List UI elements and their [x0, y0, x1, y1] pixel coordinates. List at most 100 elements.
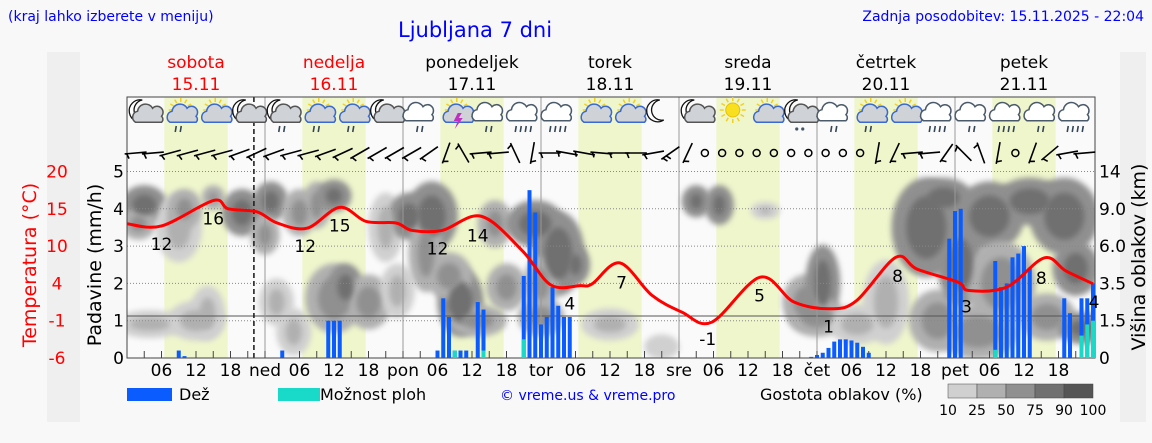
barb-staff — [509, 142, 521, 164]
wind-barb-icon — [441, 142, 451, 164]
moon-cloud-icon — [128, 99, 164, 124]
wind-barb-icon — [995, 142, 1002, 164]
left-panel — [47, 52, 80, 422]
barb-staff — [297, 149, 319, 157]
barb-feather — [488, 153, 493, 159]
sun-ray — [874, 99, 878, 104]
moon-icon — [646, 99, 665, 123]
x-tick-label: 12 — [875, 361, 897, 381]
x-tick-label: 18 — [634, 361, 656, 381]
rain-drop — [1071, 125, 1075, 133]
copyright-link[interactable]: © vreme.us & vreme.pro — [500, 388, 675, 404]
barb-feather — [230, 155, 235, 161]
precip-tick: 5 — [113, 163, 124, 183]
rain-bar — [1022, 246, 1026, 358]
x-tick-label: 12 — [461, 361, 483, 381]
rain-bar — [849, 340, 854, 358]
cloud-shape — [683, 103, 716, 124]
rain-bar — [999, 287, 1003, 358]
rain-bar — [533, 212, 538, 358]
cloud-blob — [1044, 192, 1085, 240]
barb-staff — [349, 146, 370, 160]
cloud-rain-icon — [816, 101, 849, 133]
rain-drop — [346, 125, 350, 133]
cloud-shape — [505, 101, 538, 122]
snowflake-icon — [801, 127, 805, 131]
cloud-rain-icon — [1023, 101, 1056, 133]
temperature-label: 8 — [892, 267, 903, 287]
rain-bar — [838, 339, 842, 358]
rain-drop — [928, 125, 932, 133]
sun-ray — [359, 103, 365, 107]
x-tick-label: čet — [804, 361, 831, 381]
wind-barb-icon — [401, 146, 422, 162]
wind-barb-icon — [900, 151, 923, 159]
density-swatch — [947, 383, 978, 399]
rain-bar — [843, 339, 848, 358]
barb-feather — [530, 159, 537, 163]
wind-barb-icon — [642, 150, 665, 160]
barb-staff — [1073, 151, 1096, 155]
shower-swatch — [278, 388, 320, 401]
density-scale-label: 10 — [939, 403, 957, 419]
x-tick-label: sre — [666, 361, 692, 381]
shower-bar — [1085, 324, 1090, 358]
sun-ray — [322, 99, 326, 104]
rain-bar — [337, 320, 342, 358]
sun-ray — [773, 103, 779, 107]
location-hint-link[interactable]: (kraj lahko izberete v meniju) — [8, 9, 214, 25]
last-updated: Zadnja posodobitev: 15.11.2025 - 22:04 — [862, 9, 1144, 25]
rain-drop — [524, 125, 528, 133]
barb-staff — [367, 146, 388, 160]
precip-tick: 0 — [113, 349, 124, 369]
sun-cloud-icon — [580, 98, 613, 124]
wind-barb-icon — [939, 143, 954, 163]
wind-barb-icon — [124, 151, 147, 159]
rain-drop — [829, 125, 833, 133]
sun-cloud-rain-icon — [338, 98, 371, 133]
barb-staff — [486, 151, 509, 155]
day-name: sreda — [724, 53, 771, 73]
cloud-blob — [231, 199, 253, 226]
barb-staff — [900, 151, 923, 155]
rain-drop — [869, 125, 873, 133]
sun-ray — [307, 103, 313, 107]
barb-feather — [298, 154, 304, 161]
cloud-heavy-rain-icon — [540, 101, 573, 133]
cloud-height-tick: 14 — [1099, 163, 1121, 183]
sun-ray — [622, 99, 626, 104]
sun-ray — [721, 102, 726, 107]
rain-drop — [351, 125, 355, 133]
temperature-line — [126, 198, 1094, 326]
wind-barb-icon — [1056, 150, 1079, 160]
barb-feather — [212, 154, 218, 161]
temperature-label: 14 — [467, 227, 489, 247]
cloud-blob — [759, 207, 772, 214]
x-tick-label: ned — [249, 361, 281, 381]
shower-bar — [452, 350, 457, 358]
temperature-tick: -6 — [49, 349, 66, 369]
density-scale-label: 25 — [968, 403, 986, 419]
barb-staff — [995, 142, 1001, 164]
cloud-blob — [199, 297, 216, 329]
wind-barb-icon — [384, 146, 405, 162]
barb-feather — [574, 151, 578, 157]
temperature-label: 16 — [202, 210, 224, 230]
rain-drop — [1041, 125, 1045, 133]
cloud-shape — [988, 101, 1021, 122]
barb-staff — [642, 150, 665, 156]
temperature-tick: 15 — [46, 200, 68, 220]
cloud-blob — [132, 194, 157, 216]
sun-ray — [721, 113, 726, 118]
cloud-shape — [856, 103, 889, 124]
rain-bar — [562, 316, 566, 358]
x-tick-label: 06 — [703, 361, 725, 381]
shower-bar — [993, 349, 998, 358]
cloud-blob — [262, 190, 279, 212]
cloud-blob — [713, 194, 726, 216]
barb-staff — [263, 148, 285, 158]
barb-feather — [1042, 158, 1049, 163]
wind-barbs — [124, 142, 1096, 164]
barb-staff — [1028, 142, 1038, 164]
x-tick-label: 12 — [737, 361, 759, 381]
